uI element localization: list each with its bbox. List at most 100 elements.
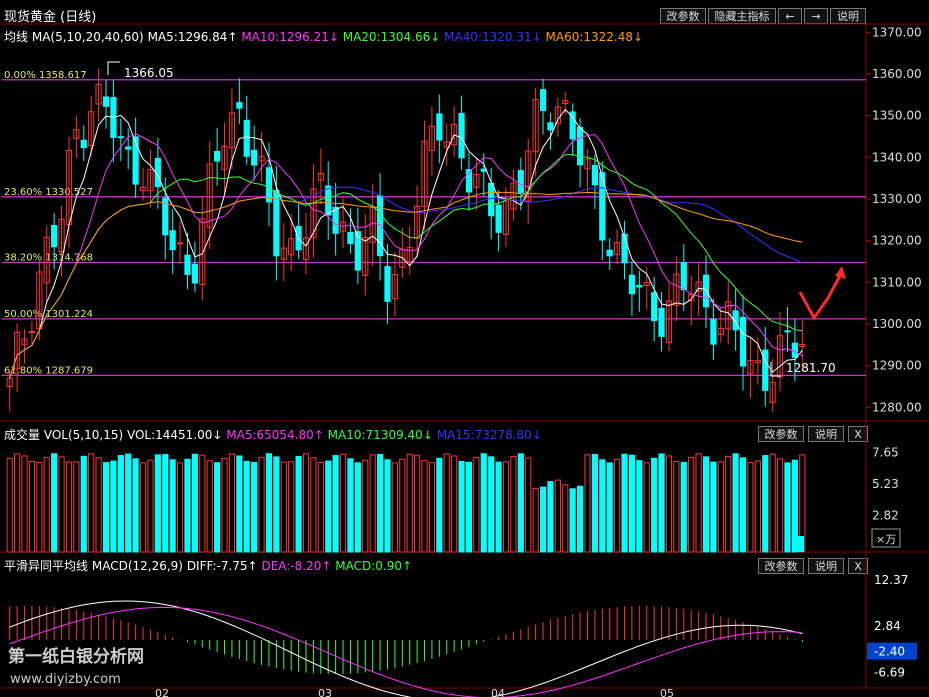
candle-body bbox=[754, 360, 761, 364]
dea-line bbox=[9, 606, 803, 697]
price-tick-label: 1360.00 bbox=[872, 67, 922, 81]
vol-tick-label: 2.82 bbox=[872, 508, 899, 522]
candle-body bbox=[776, 335, 784, 378]
candle-body bbox=[710, 318, 717, 345]
volume-bar bbox=[554, 479, 561, 553]
dif-line bbox=[9, 600, 803, 697]
volume-bar bbox=[680, 461, 687, 553]
candle-body bbox=[562, 100, 569, 104]
top-bar: 现货黄金 (日线) 改参数 隐藏主指标 ← → 说明 bbox=[0, 0, 929, 26]
candle-body bbox=[510, 182, 517, 210]
vol-help-button[interactable]: 说明 bbox=[808, 426, 844, 442]
candle-body bbox=[628, 274, 636, 295]
candle-body bbox=[517, 170, 524, 193]
volume-bar bbox=[369, 454, 376, 553]
volume-bar bbox=[451, 455, 458, 553]
vol-params-button[interactable]: 改参数 bbox=[758, 426, 804, 442]
candle-body bbox=[532, 98, 539, 153]
candle-body bbox=[495, 204, 502, 233]
volume-bar bbox=[332, 455, 339, 553]
fib-label: 38.20% 1314.768 bbox=[4, 252, 93, 263]
volume-bar bbox=[147, 459, 154, 553]
volume-bar bbox=[132, 458, 139, 553]
watermark-url: www.diyizby.com bbox=[10, 672, 121, 687]
macd-tick-label: -6.69 bbox=[874, 665, 905, 679]
candle-body bbox=[376, 195, 384, 257]
vol-unit-box bbox=[871, 528, 901, 548]
forecast-arrow bbox=[798, 271, 844, 321]
price-axis: 1370.00 1360.00 1350.00 1340.00 1330.00 1320.… bbox=[866, 25, 922, 414]
candle-body bbox=[191, 263, 198, 284]
candle-body bbox=[762, 349, 769, 391]
candle-body bbox=[236, 102, 243, 109]
candle-body bbox=[717, 327, 724, 335]
candle-body bbox=[621, 233, 628, 264]
volume-bar bbox=[376, 454, 384, 553]
candle-body bbox=[636, 284, 643, 288]
fib-label: 0.00% 1358.617 bbox=[4, 70, 87, 81]
candle-body bbox=[325, 185, 332, 216]
volume-bar bbox=[14, 453, 21, 553]
macd-params-button[interactable]: 改参数 bbox=[758, 558, 804, 574]
volume-bar bbox=[258, 456, 265, 553]
candle-body bbox=[317, 172, 324, 181]
volume-bar bbox=[502, 461, 510, 553]
volume-bar bbox=[21, 455, 28, 553]
candle-body bbox=[406, 247, 413, 263]
candle-body bbox=[465, 169, 473, 193]
volume-bar bbox=[754, 460, 761, 553]
fib-lines: 0.00% 1358.617 23.60% 1330.527 38.20% 1314… bbox=[2, 70, 866, 376]
candle-body bbox=[58, 218, 65, 252]
fib-label: 50.00% 1301.224 bbox=[4, 309, 93, 320]
volume-bar bbox=[102, 462, 110, 553]
candle-body bbox=[280, 247, 287, 260]
candle-body bbox=[102, 96, 110, 107]
volume-bar bbox=[473, 456, 480, 553]
candle-body bbox=[436, 113, 443, 141]
candle-body bbox=[614, 242, 621, 256]
volume-bar bbox=[443, 453, 450, 553]
volume-bar bbox=[273, 456, 280, 553]
vol-close-icon[interactable]: X bbox=[848, 426, 868, 442]
candle-body bbox=[599, 172, 606, 241]
candle-body bbox=[73, 129, 80, 139]
legend-item: MACD(12,26,9) bbox=[91, 559, 183, 573]
candle-body bbox=[784, 330, 791, 333]
candle-body bbox=[258, 155, 265, 162]
volume-bar bbox=[739, 457, 747, 553]
candle-body bbox=[21, 338, 28, 346]
volume-bar bbox=[251, 461, 258, 553]
arrow-head-icon bbox=[835, 266, 846, 279]
candle-body bbox=[488, 182, 495, 217]
params-button[interactable]: 改参数 bbox=[660, 8, 706, 24]
volume-bar bbox=[214, 462, 221, 553]
candle-body bbox=[576, 126, 584, 166]
legend-item: DIFF:-7.75↑ bbox=[186, 559, 258, 573]
volume-bar bbox=[539, 486, 547, 553]
volume-bar bbox=[547, 481, 554, 553]
candle-body bbox=[339, 221, 347, 232]
candle-body bbox=[228, 112, 236, 149]
price-tick-label: 1370.00 bbox=[872, 25, 922, 39]
hide-indicator-button[interactable]: 隐藏主指标 bbox=[708, 8, 776, 24]
volume-bar bbox=[762, 455, 769, 553]
volume-bar bbox=[510, 455, 517, 553]
macd-help-button[interactable]: 说明 bbox=[808, 558, 844, 574]
macd-panel: 12.37 2.84 -2.40 -6.69 第一纸白银分析网 www.diyizby.c… bbox=[8, 573, 917, 697]
candle-body bbox=[221, 145, 228, 170]
volume-bar bbox=[391, 462, 398, 553]
volume-bar bbox=[339, 453, 347, 553]
legend-item: 平滑异同平均线 bbox=[4, 559, 89, 573]
legend-item: MA15:73278.80↓ bbox=[436, 428, 542, 442]
macd-close-icon[interactable]: X bbox=[848, 558, 868, 574]
volume-bar bbox=[110, 460, 117, 553]
macd-legend: 平滑异同平均线 MACD(12,26,9) DIFF:-7.75↑ DEA:-8… bbox=[4, 557, 412, 574]
volume-bar bbox=[28, 460, 36, 553]
volume-bar bbox=[221, 457, 228, 553]
candle-body bbox=[184, 254, 191, 275]
candle-body bbox=[539, 89, 547, 111]
candle-body bbox=[95, 83, 102, 105]
candle-body bbox=[14, 331, 21, 370]
legend-item: VOL(5,10,15) bbox=[43, 428, 124, 442]
volume-bar bbox=[317, 462, 324, 553]
